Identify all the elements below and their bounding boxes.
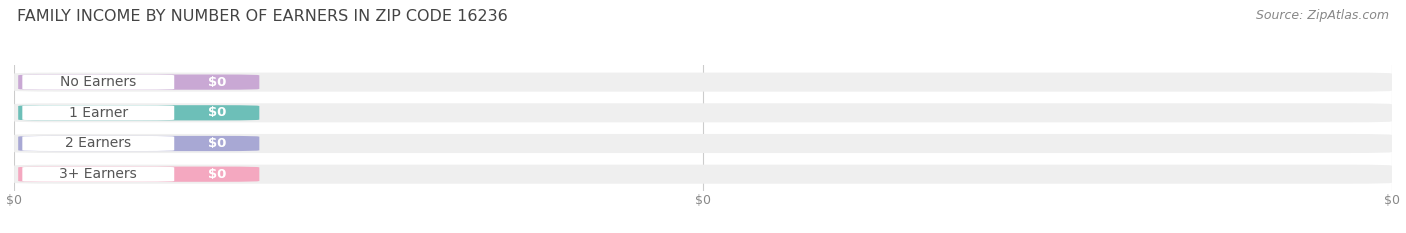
- Text: 2 Earners: 2 Earners: [65, 137, 131, 151]
- FancyBboxPatch shape: [14, 165, 1392, 184]
- FancyBboxPatch shape: [14, 134, 1392, 153]
- Text: 3+ Earners: 3+ Earners: [59, 167, 138, 181]
- FancyBboxPatch shape: [14, 73, 1392, 92]
- FancyBboxPatch shape: [14, 103, 1392, 122]
- FancyBboxPatch shape: [18, 136, 259, 151]
- Text: $0: $0: [208, 76, 226, 89]
- FancyBboxPatch shape: [22, 167, 174, 182]
- Text: Source: ZipAtlas.com: Source: ZipAtlas.com: [1256, 9, 1389, 22]
- Text: $0: $0: [208, 106, 226, 119]
- FancyBboxPatch shape: [18, 75, 259, 90]
- Text: FAMILY INCOME BY NUMBER OF EARNERS IN ZIP CODE 16236: FAMILY INCOME BY NUMBER OF EARNERS IN ZI…: [17, 9, 508, 24]
- FancyBboxPatch shape: [22, 136, 174, 151]
- FancyBboxPatch shape: [18, 105, 259, 120]
- Text: No Earners: No Earners: [60, 75, 136, 89]
- FancyBboxPatch shape: [18, 167, 259, 182]
- FancyBboxPatch shape: [22, 105, 174, 120]
- Text: 1 Earner: 1 Earner: [69, 106, 128, 120]
- Text: $0: $0: [208, 137, 226, 150]
- Text: $0: $0: [208, 168, 226, 181]
- FancyBboxPatch shape: [22, 75, 174, 90]
